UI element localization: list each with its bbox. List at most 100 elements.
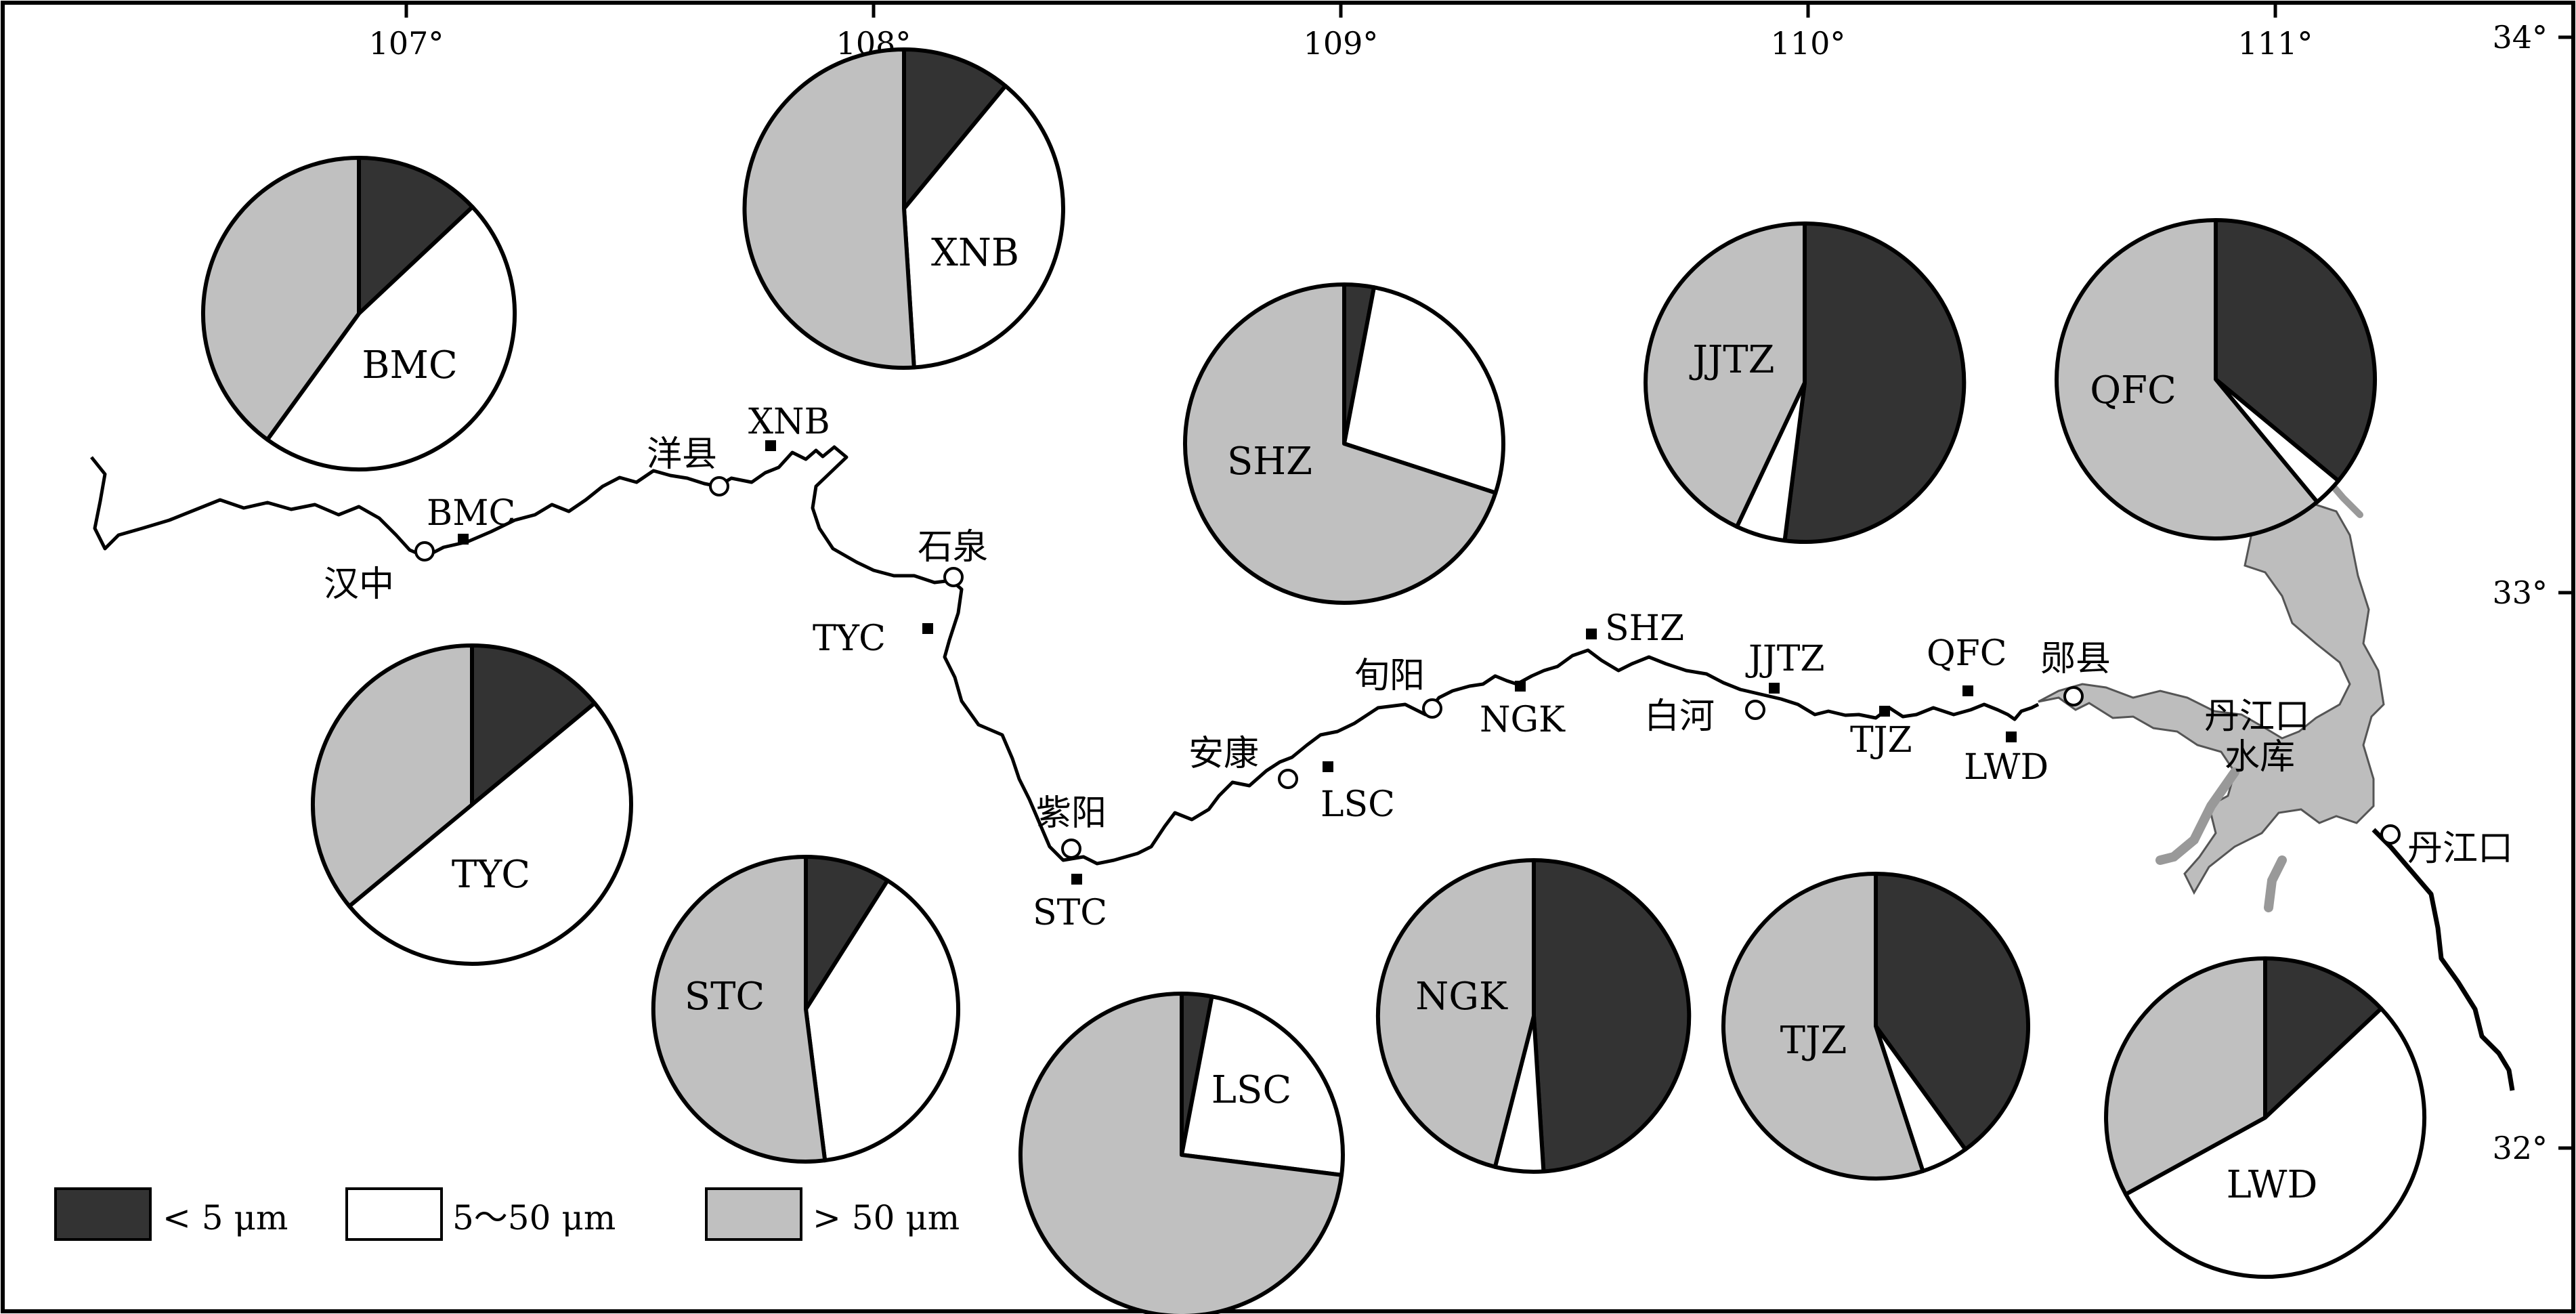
site-marker-tyc xyxy=(922,623,933,634)
site-marker-bmc xyxy=(458,534,469,545)
site-label-lsc: LSC xyxy=(1321,784,1395,825)
pie-slice-stc-coarse xyxy=(651,855,828,1164)
pie-slice-bmc-coarse xyxy=(200,156,361,442)
site-label-bmc: BMC xyxy=(427,493,515,534)
town-label-xunyang: 旬阳 xyxy=(1354,656,1425,696)
pie-slice-stc-medium xyxy=(804,878,960,1163)
pie-slice-ngk-coarse xyxy=(1375,858,1536,1169)
pie-label-jjtz: JJTZ xyxy=(1689,338,1774,382)
site-marker-xnb xyxy=(765,440,776,451)
pie-label-xnb: XNB xyxy=(931,231,1019,275)
site-marker-stc xyxy=(1071,874,1082,885)
pie-slice-stc-fine xyxy=(804,854,890,1011)
town-label-baihe: 白河 xyxy=(1644,696,1715,737)
town-label-ziyang: 紫阳 xyxy=(1036,793,1107,834)
legend-swatch-coarse xyxy=(705,1187,802,1241)
pie-charts-layer: BMC XNB SHZ JJTZ QFC TYC STC LSC NGK TJZ LWD xyxy=(200,47,2427,1314)
pie-slice-tjz-fine xyxy=(1874,872,2030,1151)
site-label-lwd: LWD xyxy=(1964,747,2048,788)
town-label-hanzhong: 汉中 xyxy=(324,564,394,605)
pie-slice-lwd-coarse xyxy=(2104,956,2267,1197)
pie-slice-jjtz-coarse xyxy=(1644,221,1807,529)
pie-label-qfc: QFC xyxy=(2090,368,2176,412)
sites-layer: BMC XNB TYC STC LSC NGK SHZ JJTZ TJZ QFC… xyxy=(427,402,2048,933)
lon-tick-label: 107° xyxy=(369,25,444,62)
site-marker-qfc xyxy=(1962,685,1973,696)
han-river xyxy=(90,445,2040,866)
river-below-dam xyxy=(2371,828,2515,1091)
town-marker-shiquan xyxy=(943,567,964,587)
site-label-jjtz: JJTZ xyxy=(1745,639,1825,679)
pie-stc: STC xyxy=(651,854,960,1164)
pie-label-ngk: NGK xyxy=(1415,975,1508,1019)
site-label-stc: STC xyxy=(1033,893,1107,933)
pie-tyc: TYC xyxy=(310,643,634,967)
site-marker-ngk xyxy=(1515,681,1526,692)
pie-slice-tyc-coarse xyxy=(310,643,474,908)
pie-jjtz: JJTZ xyxy=(1644,221,1967,544)
legend-swatch-fine xyxy=(54,1187,152,1241)
pie-label-bmc: BMC xyxy=(362,343,457,387)
site-label-shz: SHZ xyxy=(1605,608,1684,649)
town-marker-ankang xyxy=(1278,769,1298,789)
town-label-yunxian: 郧县 xyxy=(2040,639,2111,679)
pie-slice-xnb-coarse xyxy=(742,47,916,370)
pie-slice-lwd-fine xyxy=(2263,956,2384,1120)
site-marker-tjz xyxy=(1879,706,1890,717)
pie-lsc: LSC xyxy=(1018,991,1345,1314)
pie-lwd: LWD xyxy=(2104,956,2427,1279)
longitude-ticks: 107° 108° 109° 110° 111° xyxy=(369,3,2313,62)
legend-label-coarse: > 50 μm xyxy=(813,1198,960,1237)
reservoir-label-line1: 丹江口 xyxy=(2204,696,2310,737)
site-marker-shz xyxy=(1586,629,1597,639)
reservoir-branch xyxy=(2264,855,2287,912)
pie-shz: SHZ xyxy=(1182,282,1505,605)
site-label-tyc: TYC xyxy=(813,618,886,659)
pie-label-stc: STC xyxy=(685,975,765,1019)
pie-xnb: XNB xyxy=(742,47,1065,370)
town-label-ankang: 安康 xyxy=(1188,734,1259,774)
pie-slice-qfc-fine xyxy=(2214,218,2378,483)
pie-ngk: NGK xyxy=(1375,858,1692,1174)
lon-tick-label: 111° xyxy=(2238,25,2313,62)
town-marker-hanzhong xyxy=(414,541,435,561)
site-marker-lsc xyxy=(1323,761,1333,772)
reservoir-label-line2: 水库 xyxy=(2225,737,2295,778)
pie-slice-tyc-medium xyxy=(347,701,634,967)
site-label-qfc: QFC xyxy=(1927,633,2007,674)
pie-slice-shz-medium xyxy=(1342,285,1505,495)
lat-tick-label: 32° xyxy=(2492,1130,2548,1166)
lat-tick-label: 33° xyxy=(2492,574,2548,611)
pie-label-tjz: TJZ xyxy=(1780,1019,1847,1063)
site-label-xnb: XNB xyxy=(748,402,830,442)
town-label-shiquan: 石泉 xyxy=(918,527,988,568)
lon-tick-label: 109° xyxy=(1304,25,1379,62)
latitude-ticks: 34° 33° 32° xyxy=(2492,19,2573,1166)
towns-layer: 汉中 洋县 石泉 紫阳 安康 旬阳 白河 郧县 丹江口 xyxy=(324,434,2513,869)
town-marker-yunxian xyxy=(2063,686,2084,706)
site-marker-jjtz xyxy=(1769,683,1780,694)
legend-label-medium: 5～50 μm xyxy=(452,1198,616,1237)
pie-label-lsc: LSC xyxy=(1211,1068,1291,1112)
town-marker-xunyang xyxy=(1422,698,1442,719)
pie-slice-shz-coarse xyxy=(1182,282,1498,605)
pie-slice-xnb-medium xyxy=(902,83,1065,370)
pie-tjz: TJZ xyxy=(1721,872,2030,1181)
pie-label-lwd: LWD xyxy=(2227,1163,2318,1207)
pie-slice-tjz-coarse xyxy=(1721,872,1925,1181)
site-label-tjz: TJZ xyxy=(1850,720,1912,761)
pie-slice-tyc-fine xyxy=(470,643,597,807)
pie-slice-lsc-medium xyxy=(1180,994,1345,1177)
legend-label-fine: < 5 μm xyxy=(163,1198,288,1237)
site-label-ngk: NGK xyxy=(1480,700,1566,740)
town-marker-danjiangkou xyxy=(2380,824,2401,845)
pie-slice-lwd-medium xyxy=(2124,1006,2427,1279)
pie-slice-ngk-fine xyxy=(1532,858,1692,1174)
pie-slice-jjtz-fine xyxy=(1782,221,1967,544)
town-marker-yangxian xyxy=(709,476,729,496)
site-marker-lwd xyxy=(2006,732,2017,742)
town-marker-baihe xyxy=(1745,700,1765,720)
reservoir-branch xyxy=(2155,767,2239,865)
